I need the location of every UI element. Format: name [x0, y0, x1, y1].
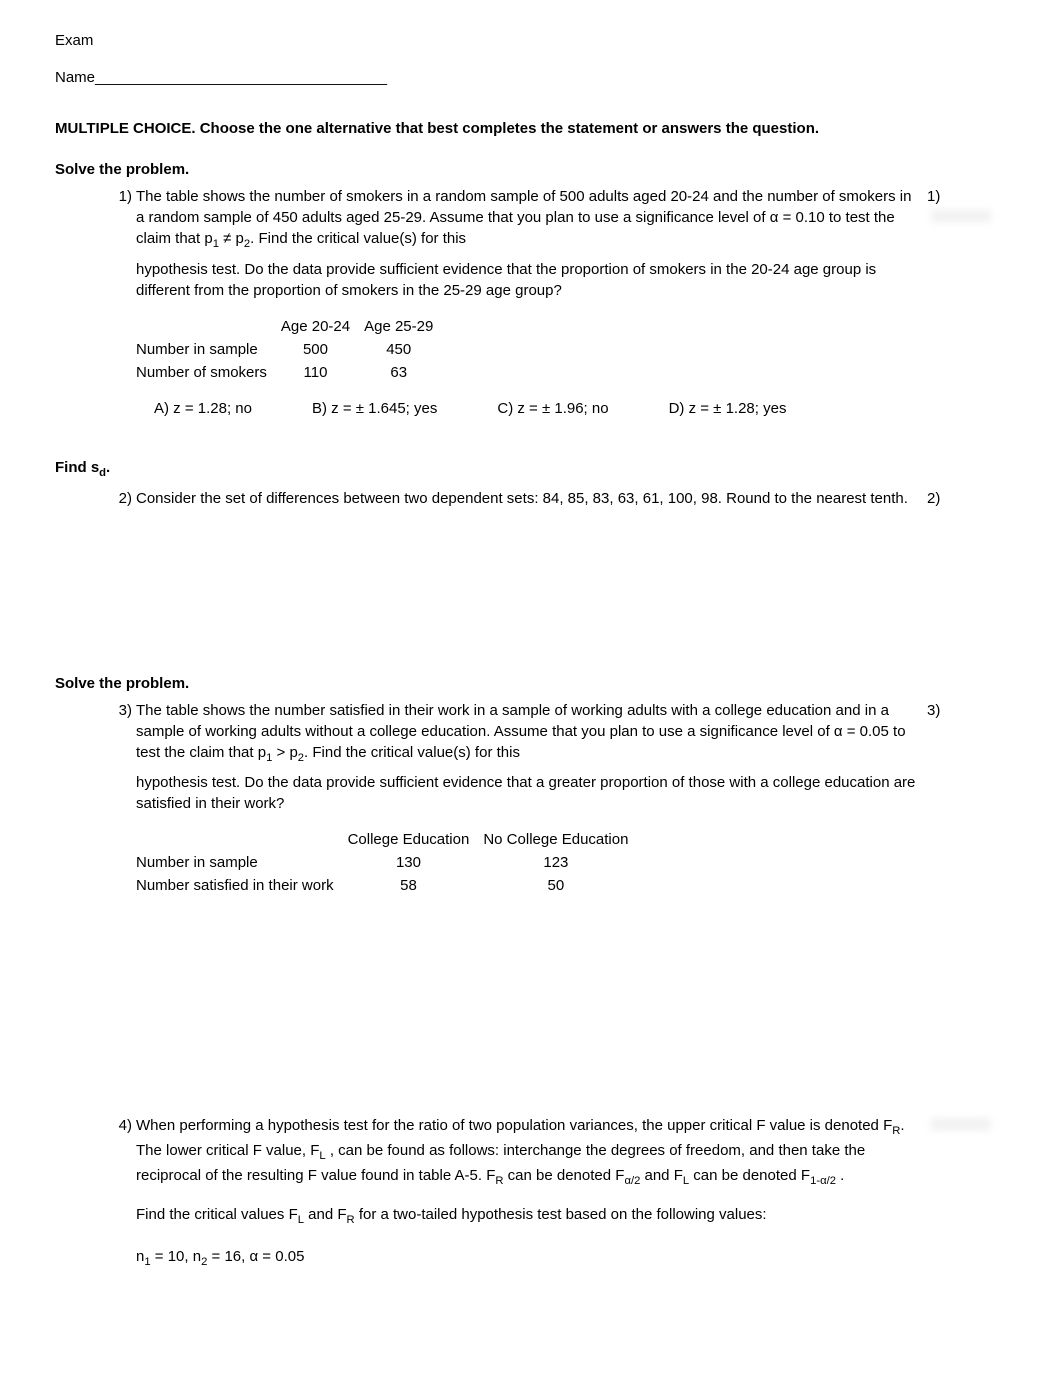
- q4-sub-r3: R: [347, 1214, 355, 1226]
- q4-p2a: Find the critical values F: [136, 1206, 298, 1223]
- q1-row2-v1: 110: [281, 361, 364, 384]
- q3-marker: 3): [927, 700, 1007, 721]
- q3-col2: No College Education: [483, 828, 642, 851]
- q3-row2-v1: 58: [348, 874, 484, 897]
- q1-answer-blank: [931, 210, 991, 222]
- q4-p1a: When performing a hypothesis test for th…: [136, 1117, 892, 1134]
- question-3: 3) The table shows the number satisfied …: [55, 700, 1007, 912]
- q2-text: Consider the set of differences between …: [136, 490, 908, 507]
- q1-table: Age 20-24 Age 25-29 Number in sample 500…: [136, 315, 917, 384]
- q1-choice-c: C) z = ± 1.96; no: [497, 398, 608, 419]
- q1-end: . Find the critical value(s) for this: [250, 230, 466, 247]
- q3-marker-num: 3): [927, 702, 940, 719]
- q1-text-p2: hypothesis test. Do the data provide suf…: [136, 261, 876, 299]
- q3-row1-v1: 130: [348, 851, 484, 874]
- q3-mid: > p: [272, 744, 297, 761]
- q3-table: College Education No College Education N…: [136, 828, 917, 897]
- q1-col2: Age 25-29: [364, 315, 447, 338]
- question-4: 4) When performing a hypothesis test for…: [55, 1115, 1007, 1271]
- q3-text-p1: The table shows the number satisfied in …: [136, 702, 906, 761]
- q1-number: 1): [110, 186, 132, 207]
- q3-number: 3): [110, 700, 132, 721]
- q4-sub-a2: α/2: [624, 1175, 640, 1187]
- q2-number: 2): [110, 488, 132, 509]
- mc-instruction: MULTIPLE CHOICE. Choose the one alternat…: [55, 118, 1007, 139]
- q3-row1-v2: 123: [483, 851, 642, 874]
- q4-p1e: and F: [640, 1167, 683, 1184]
- q1-col1: Age 20-24: [281, 315, 364, 338]
- q4-p1g: .: [836, 1167, 844, 1184]
- q4-p3b: = 10, n: [151, 1248, 201, 1265]
- q4-p3c: = 16, α = 0.05: [207, 1248, 304, 1265]
- section-find-sd: Find sd.: [55, 457, 1007, 482]
- q1-row1-label: Number in sample: [136, 338, 281, 361]
- q1-choice-a: A) z = 1.28; no: [154, 398, 252, 419]
- q1-marker: 1): [927, 186, 1007, 228]
- find-sd-pre: Find s: [55, 459, 99, 476]
- q3-body: The table shows the number satisfied in …: [136, 700, 927, 912]
- q4-p2b: and F: [304, 1206, 347, 1223]
- section-solve-2: Solve the problem.: [55, 673, 1007, 694]
- section-solve-1: Solve the problem.: [55, 159, 1007, 180]
- q3-row2-v2: 50: [483, 874, 642, 897]
- q1-row2-label: Number of smokers: [136, 361, 281, 384]
- q4-p1f: can be denoted F: [689, 1167, 810, 1184]
- q3-end: . Find the critical value(s) for this: [304, 744, 520, 761]
- q3-row2-label: Number satisfied in their work: [136, 874, 348, 897]
- find-sd-post: .: [106, 459, 110, 476]
- q1-choice-b: B) z = ± 1.645; yes: [312, 398, 437, 419]
- q4-number: 4): [110, 1115, 132, 1136]
- q4-p1d: can be denoted F: [504, 1167, 625, 1184]
- q1-marker-num: 1): [927, 188, 940, 205]
- question-2: 2) Consider the set of differences betwe…: [55, 488, 1007, 509]
- q2-body: Consider the set of differences between …: [136, 488, 927, 509]
- q4-sub-1ma2: 1-α/2: [810, 1175, 836, 1187]
- q1-row1-v1: 500: [281, 338, 364, 361]
- q4-body: When performing a hypothesis test for th…: [136, 1115, 927, 1271]
- exam-label: Exam: [55, 30, 1007, 51]
- q1-mid: ≠ p: [219, 230, 244, 247]
- q4-answer-blank: [931, 1118, 991, 1130]
- question-1: 1) The table shows the number of smokers…: [55, 186, 1007, 437]
- q3-col1: College Education: [348, 828, 484, 851]
- q4-marker: [927, 1115, 1007, 1136]
- q3-text-p2: hypothesis test. Do the data provide suf…: [136, 774, 915, 812]
- q4-sub-r2: R: [495, 1175, 503, 1187]
- q3-row1-label: Number in sample: [136, 851, 348, 874]
- q1-body: The table shows the number of smokers in…: [136, 186, 927, 437]
- q4-p2c: for a two-tailed hypothesis test based o…: [355, 1206, 767, 1223]
- q2-marker: 2): [927, 488, 1007, 509]
- q1-choices: A) z = 1.28; no B) z = ± 1.645; yes C) z…: [136, 398, 917, 419]
- q2-marker-num: 2): [927, 490, 940, 507]
- q1-row1-v2: 450: [364, 338, 447, 361]
- name-line: Name___________________________________: [55, 67, 1007, 88]
- q1-row2-v2: 63: [364, 361, 447, 384]
- q1-choice-d: D) z = ± 1.28; yes: [669, 398, 787, 419]
